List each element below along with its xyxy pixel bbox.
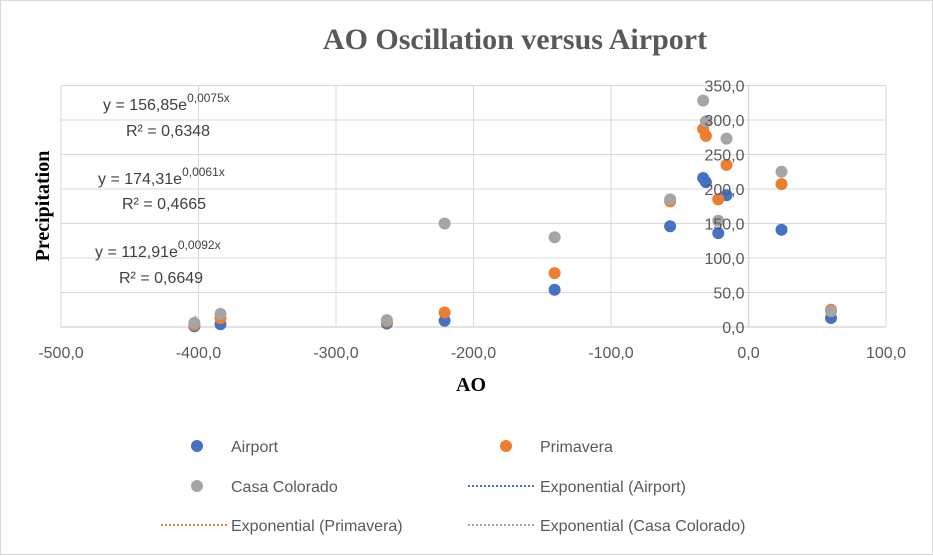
x-tick-label: 100,0 xyxy=(866,345,906,362)
y-tick-label: 50,0 xyxy=(713,286,744,303)
y-tick-label: 300,0 xyxy=(704,113,744,130)
chart-title: AO Oscillation versus Airport xyxy=(323,23,707,56)
x-tick-label: -500,0 xyxy=(38,345,83,362)
legend-item-exponential-airport[interactable]: Exponential (Airport) xyxy=(468,479,686,496)
legend: Airport Primavera Casa Colorado Exponent… xyxy=(161,439,745,535)
data-point xyxy=(825,305,837,317)
svg-text:y = 156,85e0,0075x: y = 156,85e0,0075x xyxy=(103,91,230,114)
legend-item-airport[interactable]: Airport xyxy=(191,439,279,456)
tick-labels: 0,0 50,0 100,0 150,0 200,0 250,0 300,0 350,0 -50… xyxy=(38,79,906,363)
legend-marker xyxy=(191,440,203,452)
trendline-equation-primavera: y = 156,85e0,0075x R² = 0,6348 xyxy=(103,91,230,140)
y-tick-label: 250,0 xyxy=(704,148,744,165)
y-tick-label: 200,0 xyxy=(704,182,744,199)
x-tick-label: -200,0 xyxy=(451,345,496,362)
equation: y = 156,85e xyxy=(103,97,187,114)
equation-exponent: 0,0092x xyxy=(178,238,221,252)
r-squared: R² = 0,4665 xyxy=(122,196,206,213)
legend-label: Exponential (Primavera) xyxy=(231,518,403,535)
legend-label: Primavera xyxy=(540,439,613,456)
legend-marker xyxy=(191,480,203,492)
data-point xyxy=(549,284,561,296)
data-point xyxy=(215,308,227,320)
x-axis-label: AO xyxy=(456,374,486,396)
data-point xyxy=(721,133,733,145)
legend-marker xyxy=(500,440,512,452)
equation: y = 112,91e xyxy=(95,244,178,261)
svg-text:y = 174,31e0,0061x: y = 174,31e0,0061x xyxy=(98,165,225,188)
data-point xyxy=(188,317,200,329)
trendline-equation-airport: y = 112,91e0,0092x R² = 0,6649 xyxy=(95,238,221,287)
data-point xyxy=(549,231,561,243)
r-squared: R² = 0,6649 xyxy=(119,270,203,287)
y-tick-label: 0,0 xyxy=(722,320,744,337)
y-tick-label: 350,0 xyxy=(704,79,744,96)
data-point xyxy=(381,314,393,326)
data-point xyxy=(439,307,451,319)
data-point xyxy=(776,224,788,236)
x-tick-label: -300,0 xyxy=(313,345,358,362)
x-tick-label: -400,0 xyxy=(176,345,221,362)
y-axis-label: Precipitation xyxy=(32,151,54,262)
x-tick-label: 0,0 xyxy=(737,345,759,362)
legend-item-exponential-casa-colorado[interactable]: Exponential (Casa Colorado) xyxy=(468,518,745,535)
data-point xyxy=(439,218,451,230)
y-tick-label: 100,0 xyxy=(704,251,744,268)
data-point xyxy=(776,166,788,178)
x-tick-label: -100,0 xyxy=(588,345,633,362)
data-point xyxy=(697,95,709,107)
legend-label: Casa Colorado xyxy=(231,479,338,496)
legend-label: Exponential (Casa Colorado) xyxy=(540,518,745,535)
data-point xyxy=(664,220,676,232)
y-tick-label: 150,0 xyxy=(704,217,744,234)
legend-item-exponential-primavera[interactable]: Exponential (Primavera) xyxy=(161,518,403,535)
data-point xyxy=(700,130,712,142)
legend-label: Airport xyxy=(231,439,279,456)
data-point xyxy=(664,193,676,205)
data-point xyxy=(549,267,561,279)
legend-item-primavera[interactable]: Primavera xyxy=(500,439,613,456)
legend-item-casa-colorado[interactable]: Casa Colorado xyxy=(191,479,338,496)
equation-exponent: 0,0075x xyxy=(187,91,230,105)
legend-label: Exponential (Airport) xyxy=(540,479,686,496)
equation-exponent: 0,0061x xyxy=(182,165,225,179)
data-point xyxy=(776,178,788,190)
equation: y = 174,31e xyxy=(98,171,182,188)
r-squared: R² = 0,6348 xyxy=(126,123,210,140)
